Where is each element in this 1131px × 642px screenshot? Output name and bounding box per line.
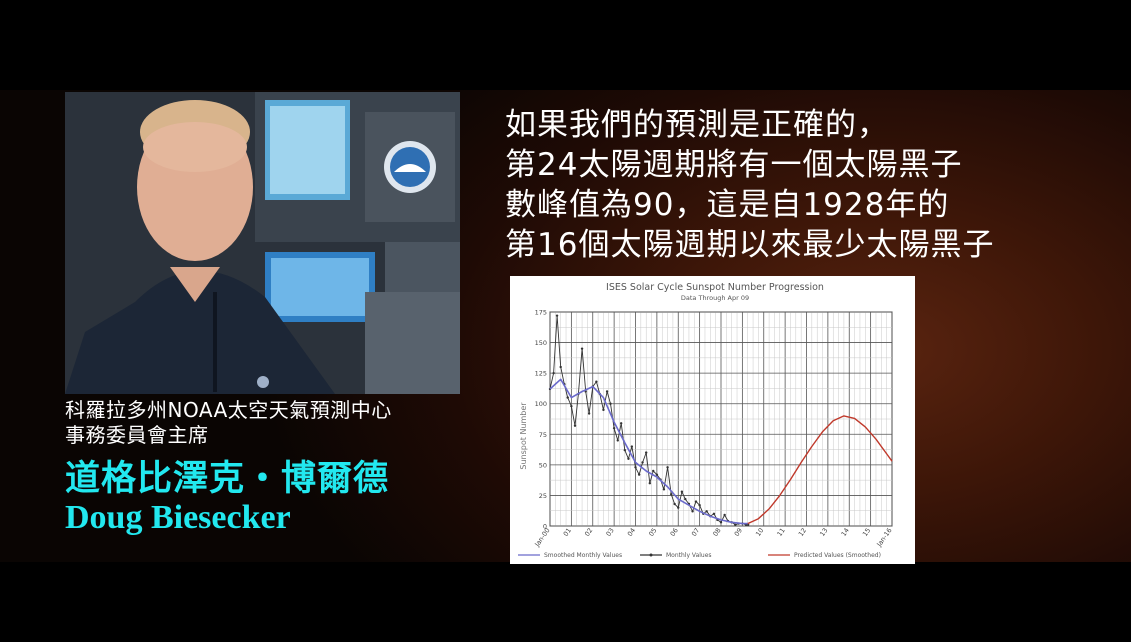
data-point [570, 404, 573, 408]
data-point [559, 365, 562, 369]
x-tick-label: 10 [754, 527, 765, 538]
chart-series [548, 314, 893, 526]
x-tick-label: Jan-00 [533, 527, 552, 549]
chart-subtitle: Data Through Apr 09 [681, 294, 749, 302]
data-point [619, 422, 623, 425]
quote-line-4: 第16個太陽週期以來最少太陽黑子 [505, 227, 995, 263]
series-smoothed-monthly-values [549, 378, 749, 525]
speaker-photo-image [65, 92, 460, 394]
x-tick-label: 02 [583, 527, 594, 538]
data-point [691, 510, 694, 513]
x-tick-label: 07 [690, 527, 701, 538]
data-point [623, 448, 627, 452]
x-tick-label: Jan-16 [875, 527, 894, 549]
x-tick-label: 04 [626, 527, 637, 538]
x-tick-label: 13 [818, 527, 829, 538]
y-tick-label: 25 [539, 492, 547, 500]
data-point [616, 439, 619, 442]
series-line [549, 378, 749, 525]
series-line [747, 415, 893, 525]
chart-grid [549, 311, 893, 527]
sunspot-chart-panel: ISES Solar Cycle Sunspot Number Progress… [510, 276, 915, 564]
y-axis-ticks: 0 25 50 75 100 125 150 175 [535, 309, 547, 531]
data-point [723, 513, 726, 517]
data-point [612, 426, 616, 430]
data-point [630, 445, 634, 448]
speaker-role-line-1: 科羅拉多州NOAA太空天氣預測中心 [65, 398, 392, 422]
data-point [655, 473, 659, 476]
data-point [552, 371, 555, 375]
data-point [684, 497, 687, 501]
data-point [698, 504, 701, 507]
data-point [712, 512, 716, 515]
x-tick-label: 14 [840, 527, 851, 538]
quote-text: 如果我們的預測是正確的， 第24太陽週期將有一個太陽黑子 數峰值為90，這是自1… [505, 105, 1105, 265]
data-point [627, 457, 630, 460]
data-point [673, 502, 676, 506]
data-point [587, 412, 591, 415]
data-point [652, 469, 655, 473]
speaker-role-line-2: 事務委員會主席 [65, 423, 209, 447]
data-point [580, 347, 584, 350]
y-tick-label: 0 [543, 523, 547, 531]
x-tick-label: 15 [861, 527, 872, 538]
data-point [566, 396, 569, 399]
data-point [602, 408, 605, 412]
legend-label: Smoothed Monthly Values [544, 552, 622, 559]
x-tick-label: 09 [733, 527, 744, 538]
data-point [677, 506, 680, 509]
quote-line-1: 如果我們的預測是正確的， [505, 107, 889, 143]
x-tick-label: 03 [604, 527, 615, 538]
y-tick-label: 150 [535, 339, 547, 347]
x-tick-label: 05 [647, 527, 658, 538]
data-point [555, 314, 559, 317]
data-point [705, 510, 708, 513]
data-point [634, 466, 637, 469]
data-point [573, 424, 577, 427]
data-point [644, 451, 648, 454]
x-axis-ticks: Jan-00 01 02 03 04 05 06 07 08 09 10 11 12 13 14 15 Jan-… [533, 527, 894, 549]
speaker-caption: 科羅拉多州NOAA太空天氣預測中心 事務委員會主席 道格比澤克‧博爾德 Doug… [65, 398, 475, 558]
data-point [648, 482, 652, 485]
legend-label: Predicted Values (Smoothed) [794, 552, 881, 559]
x-tick-label: 11 [775, 527, 786, 538]
legend-marker [649, 553, 653, 557]
sunspot-chart: ISES Solar Cycle Sunspot Number Progress… [518, 282, 894, 559]
y-axis-label: Sunspot Number [519, 402, 528, 470]
y-tick-label: 125 [535, 370, 547, 378]
legend-entry: Monthly Values [640, 552, 712, 559]
legend-entry: Predicted Values (Smoothed) [768, 552, 881, 559]
data-point [637, 473, 641, 476]
data-point [694, 500, 698, 503]
data-point [595, 380, 598, 383]
chart-legend: Smoothed Monthly Values Monthly Values Pre… [518, 552, 881, 559]
y-tick-label: 50 [539, 461, 547, 469]
x-tick-label: 01 [562, 527, 573, 538]
speaker-photo [65, 92, 460, 394]
data-point [669, 493, 673, 496]
data-point [719, 521, 723, 524]
chart-title: ISES Solar Cycle Sunspot Number Progress… [606, 282, 824, 293]
x-tick-label: 12 [797, 527, 808, 538]
data-point [666, 466, 669, 469]
speaker-name-chinese: 道格比澤克‧博爾德 [65, 458, 390, 499]
legend-entry: Smoothed Monthly Values [518, 552, 622, 559]
data-point [680, 490, 684, 493]
data-point [641, 461, 644, 464]
y-tick-label: 100 [535, 400, 547, 408]
x-tick-label: 06 [669, 527, 680, 538]
data-point [662, 488, 666, 491]
legend-label: Monthly Values [666, 552, 712, 559]
data-point [609, 402, 612, 405]
quote-line-2: 第24太陽週期將有一個太陽黑子 [505, 147, 963, 183]
x-tick-label: 08 [711, 527, 722, 538]
data-point [734, 523, 737, 526]
speaker-name-english: Doug Biesecker [65, 499, 291, 536]
y-tick-label: 175 [535, 309, 547, 317]
y-tick-label: 75 [539, 431, 547, 439]
series-predicted-values-smoothed [747, 415, 893, 525]
quote-line-3: 數峰值為90，這是自1928年的 [505, 187, 950, 223]
data-point [605, 390, 609, 393]
